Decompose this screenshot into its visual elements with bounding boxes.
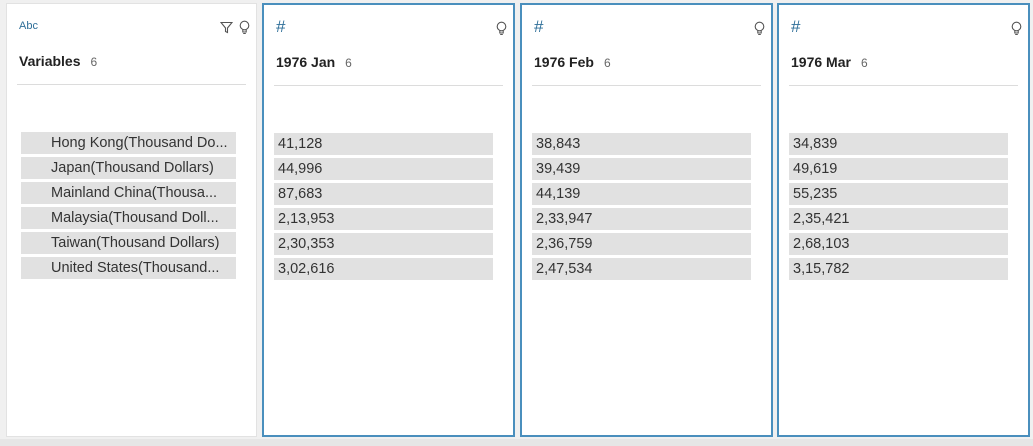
list-item[interactable]: 2,68,103 xyxy=(789,233,1008,255)
list-item[interactable]: Japan(Thousand Dollars) xyxy=(21,157,236,179)
horizontal-scrollbar[interactable] xyxy=(0,439,1033,446)
list-item[interactable]: 87,683 xyxy=(274,183,493,205)
list-item[interactable]: 44,139 xyxy=(532,183,751,205)
list-item[interactable]: 44,996 xyxy=(274,158,493,180)
lightbulb-icon[interactable] xyxy=(239,20,250,35)
header-divider xyxy=(274,85,503,86)
number-type-icon: # xyxy=(276,17,286,36)
list-item[interactable]: 2,33,947 xyxy=(532,208,751,230)
list-item[interactable]: 3,15,782 xyxy=(789,258,1008,280)
header-divider xyxy=(532,85,761,86)
lightbulb-icon[interactable] xyxy=(496,21,507,36)
list-item[interactable]: Malaysia(Thousand Doll... xyxy=(21,207,236,229)
list-item[interactable]: 2,30,353 xyxy=(274,233,493,255)
column-count: 6 xyxy=(860,56,868,70)
list-item[interactable]: 2,47,534 xyxy=(532,258,751,280)
column-profile-card-1976-feb[interactable]: # 1976 Feb 6 38,843 39,439 44,139 2,33,9… xyxy=(520,3,773,437)
list-item[interactable]: 3,02,616 xyxy=(274,258,493,280)
list-item[interactable]: 41,128 xyxy=(274,133,493,155)
variables-title: Variables xyxy=(19,53,81,69)
variables-count: 6 xyxy=(90,55,98,69)
string-type-icon: Abc xyxy=(19,20,38,32)
column-count: 6 xyxy=(603,56,611,70)
list-item[interactable]: 34,839 xyxy=(789,133,1008,155)
header-divider xyxy=(789,85,1018,86)
list-item[interactable]: 2,36,759 xyxy=(532,233,751,255)
lightbulb-icon[interactable] xyxy=(754,21,765,36)
column-profile-card-1976-jan[interactable]: # 1976 Jan 6 41,128 44,996 87,683 2,13,9… xyxy=(262,3,515,437)
list-item[interactable]: 2,13,953 xyxy=(274,208,493,230)
column-count: 6 xyxy=(345,56,352,70)
list-item[interactable]: Taiwan(Thousand Dollars) xyxy=(21,232,236,254)
column-title: 1976 Feb xyxy=(534,54,594,70)
list-item[interactable]: 39,439 xyxy=(532,158,751,180)
number-type-icon: # xyxy=(534,17,544,36)
column-title: 1976 Jan xyxy=(276,54,336,70)
header-divider xyxy=(17,84,246,85)
list-item[interactable]: 49,619 xyxy=(789,158,1008,180)
number-type-icon: # xyxy=(791,17,801,36)
list-item[interactable]: 55,235 xyxy=(789,183,1008,205)
list-item[interactable]: 2,35,421 xyxy=(789,208,1008,230)
list-item[interactable]: United States(Thousand... xyxy=(21,257,236,279)
lightbulb-icon[interactable] xyxy=(1011,21,1022,36)
variables-profile-card[interactable]: Abc Variables 6 Hong Kong(Thousand Do...… xyxy=(6,3,257,437)
column-title: 1976 Mar xyxy=(791,54,851,70)
list-item[interactable]: 38,843 xyxy=(532,133,751,155)
filter-icon[interactable] xyxy=(220,21,233,34)
column-profile-card-1976-mar[interactable]: # 1976 Mar 6 34,839 49,619 55,235 2,35,4… xyxy=(777,3,1030,437)
list-item[interactable]: Hong Kong(Thousand Do... xyxy=(21,132,236,154)
list-item[interactable]: Mainland China(Thousa... xyxy=(21,182,236,204)
